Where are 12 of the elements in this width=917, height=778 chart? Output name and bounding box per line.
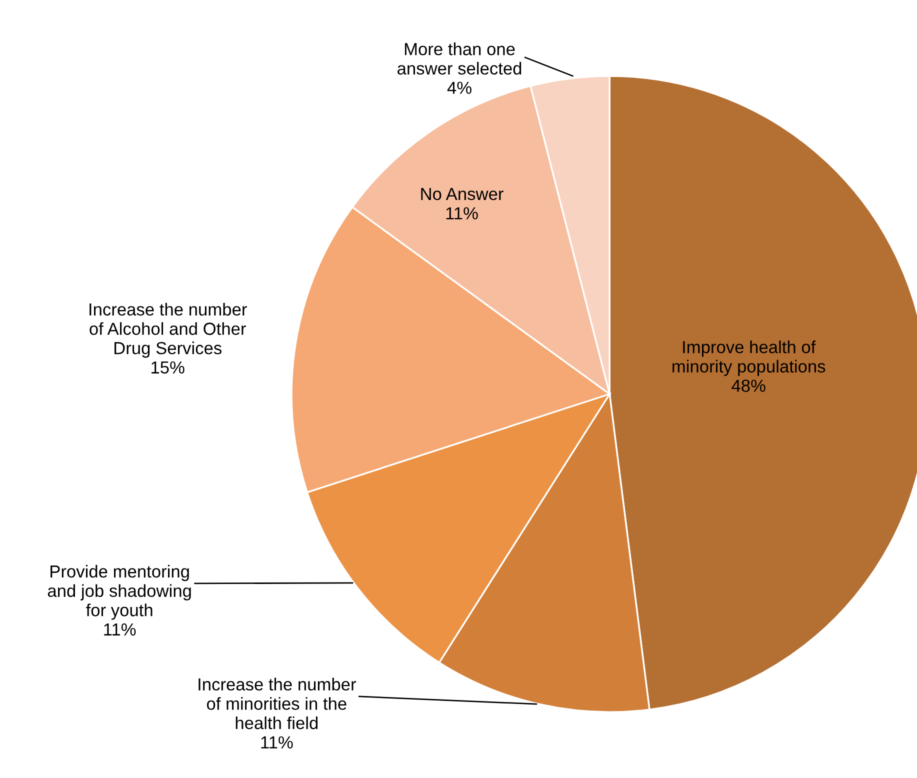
slice-label: Improve health of minority populations <box>672 340 826 376</box>
slice-label: Increase the number of Alcohol and Other Drug Services <box>90 302 247 358</box>
slice-label: No Answer <box>421 188 504 200</box>
data-label: 11% <box>104 623 136 636</box>
data-label: 4% <box>447 82 472 94</box>
data-label: 15% <box>152 361 184 374</box>
data-label: 48% <box>732 380 766 392</box>
slice-label: Increase the number of minorities in the health field <box>198 678 356 730</box>
data-label: 11% <box>261 736 293 748</box>
slice-label: Provide mentoring and job shadowing for youth <box>48 564 191 620</box>
data-label: 11% <box>446 207 478 220</box>
slice-label: More than one answer selected <box>398 42 522 75</box>
